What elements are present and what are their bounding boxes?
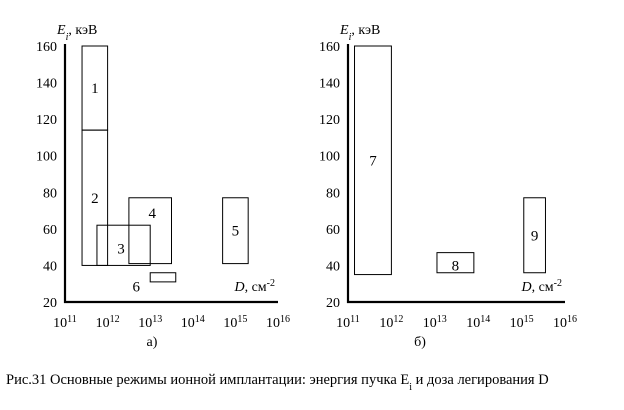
region-7-box	[354, 45, 392, 276]
x-tick-label: 1012	[96, 314, 120, 332]
x-tick-base: 10	[181, 316, 195, 331]
y-tick-label: 160	[319, 40, 340, 55]
x-tick-base: 10	[223, 316, 237, 331]
x-tick-exponent: 12	[393, 314, 403, 325]
y-tick-label: 160	[36, 40, 57, 55]
x-tick-label: 1013	[423, 314, 447, 332]
x-tick-label: 1013	[138, 314, 162, 332]
panel-label-a: а)	[147, 335, 158, 350]
x-tick-exponent: 11	[67, 314, 77, 325]
y-tick-label: 120	[319, 113, 340, 128]
caption-prefix: Рис.31 Основные режимы ионной имплантаци…	[6, 372, 409, 388]
x-tick-exponent: 15	[524, 314, 534, 325]
y-axis-unit: , кэВ	[351, 23, 380, 38]
x-axis-unit: , см	[245, 280, 267, 295]
x-axis-title: D, см-2	[233, 278, 275, 296]
region-8-box	[436, 252, 475, 274]
x-tick-base: 10	[423, 316, 437, 331]
region-5-box	[222, 197, 249, 265]
region-6-label: 6	[132, 279, 140, 295]
y-tick-label: 80	[326, 186, 340, 201]
x-tick-exponent: 13	[437, 314, 447, 325]
y-axis-symbol: E	[56, 23, 66, 38]
y-tick-label: 20	[43, 296, 57, 311]
y-tick-label: 100	[319, 150, 340, 165]
y-tick-label: 40	[326, 259, 340, 274]
region-4-label: 4	[148, 206, 156, 222]
x-tick-base: 10	[138, 316, 152, 331]
x-tick-label: 1015	[510, 314, 534, 332]
region-5-label: 5	[232, 224, 240, 240]
caption-suffix: и доза легирования D	[412, 372, 549, 388]
x-tick-exponent: 14	[195, 314, 205, 325]
x-tick-base: 10	[553, 316, 567, 331]
y-tick-label: 140	[36, 77, 57, 92]
region-1-label: 1	[91, 81, 99, 97]
x-tick-exponent: 14	[480, 314, 490, 325]
x-tick-label: 1014	[181, 314, 205, 332]
x-tick-exponent: 16	[567, 314, 577, 325]
x-tick-exponent: 12	[110, 314, 120, 325]
x-tick-exponent: 15	[237, 314, 247, 325]
region-3-label: 3	[117, 241, 125, 257]
x-tick-label: 1012	[379, 314, 403, 332]
region-6-box	[149, 272, 177, 283]
x-tick-label: 1011	[336, 314, 360, 332]
caption-subscript: i	[409, 382, 412, 393]
y-tick-label: 140	[319, 77, 340, 92]
x-tick-base: 10	[266, 316, 280, 331]
x-axis-exponent: -2	[554, 278, 562, 289]
x-tick-base: 10	[336, 316, 350, 331]
region-2-box	[81, 129, 109, 266]
region-9-box	[523, 197, 546, 274]
y-tick-label: 60	[326, 223, 340, 238]
region-2-label: 2	[91, 191, 99, 207]
y-axis-title: Ei, кэВ	[339, 23, 380, 43]
y-axis-symbol: E	[339, 23, 349, 38]
region-3-box	[96, 224, 151, 266]
region-9-label: 9	[531, 228, 539, 244]
x-axis-symbol: D	[520, 280, 531, 295]
x-axis-unit: , см	[532, 280, 554, 295]
y-axis-subscript: i	[66, 32, 69, 43]
x-tick-label: 1014	[466, 314, 490, 332]
x-tick-label: 1016	[553, 314, 577, 332]
x-axis-symbol: D	[233, 280, 244, 295]
y-tick-label: 120	[36, 113, 57, 128]
x-tick-exponent: 13	[152, 314, 162, 325]
y-tick-label: 60	[43, 223, 57, 238]
figure-caption: Рис.31 Основные режимы ионной имплантаци…	[6, 372, 549, 393]
y-axis-subscript: i	[349, 32, 352, 43]
x-tick-exponent: 11	[350, 314, 360, 325]
region-7-label: 7	[369, 153, 377, 169]
panel-label-b: б)	[414, 335, 426, 350]
y-axis-title: Ei, кэВ	[56, 23, 97, 43]
x-tick-base: 10	[466, 316, 480, 331]
x-tick-label: 1015	[223, 314, 247, 332]
region-8-label: 8	[452, 259, 460, 275]
x-axis-exponent: -2	[267, 278, 275, 289]
y-tick-label: 40	[43, 259, 57, 274]
x-tick-base: 10	[510, 316, 524, 331]
x-tick-label: 1011	[53, 314, 77, 332]
x-tick-label: 1016	[266, 314, 290, 332]
y-tick-label: 80	[43, 186, 57, 201]
x-tick-base: 10	[379, 316, 393, 331]
x-tick-base: 10	[96, 316, 110, 331]
region-4-box	[128, 197, 172, 265]
x-tick-base: 10	[53, 316, 67, 331]
x-axis-title: D, см-2	[520, 278, 562, 296]
y-tick-label: 20	[326, 296, 340, 311]
x-tick-exponent: 16	[280, 314, 290, 325]
y-axis-unit: , кэВ	[68, 23, 97, 38]
y-tick-label: 100	[36, 150, 57, 165]
